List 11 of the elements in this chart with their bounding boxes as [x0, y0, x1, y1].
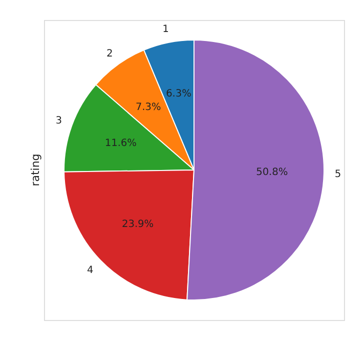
- slice-label: 1: [162, 24, 169, 35]
- slice-label: 3: [56, 116, 62, 127]
- slice-label: 4: [87, 264, 94, 276]
- slice-label: 2: [106, 48, 113, 60]
- data-label: 50.8%: [256, 167, 288, 178]
- data-label: 6.3%: [166, 88, 192, 100]
- data-label: 7.3%: [136, 102, 162, 113]
- data-label: 23.9%: [122, 219, 154, 230]
- text: rating: [29, 154, 42, 186]
- data-label: 11.6%: [104, 138, 137, 150]
- slice-label: 5: [334, 168, 342, 180]
